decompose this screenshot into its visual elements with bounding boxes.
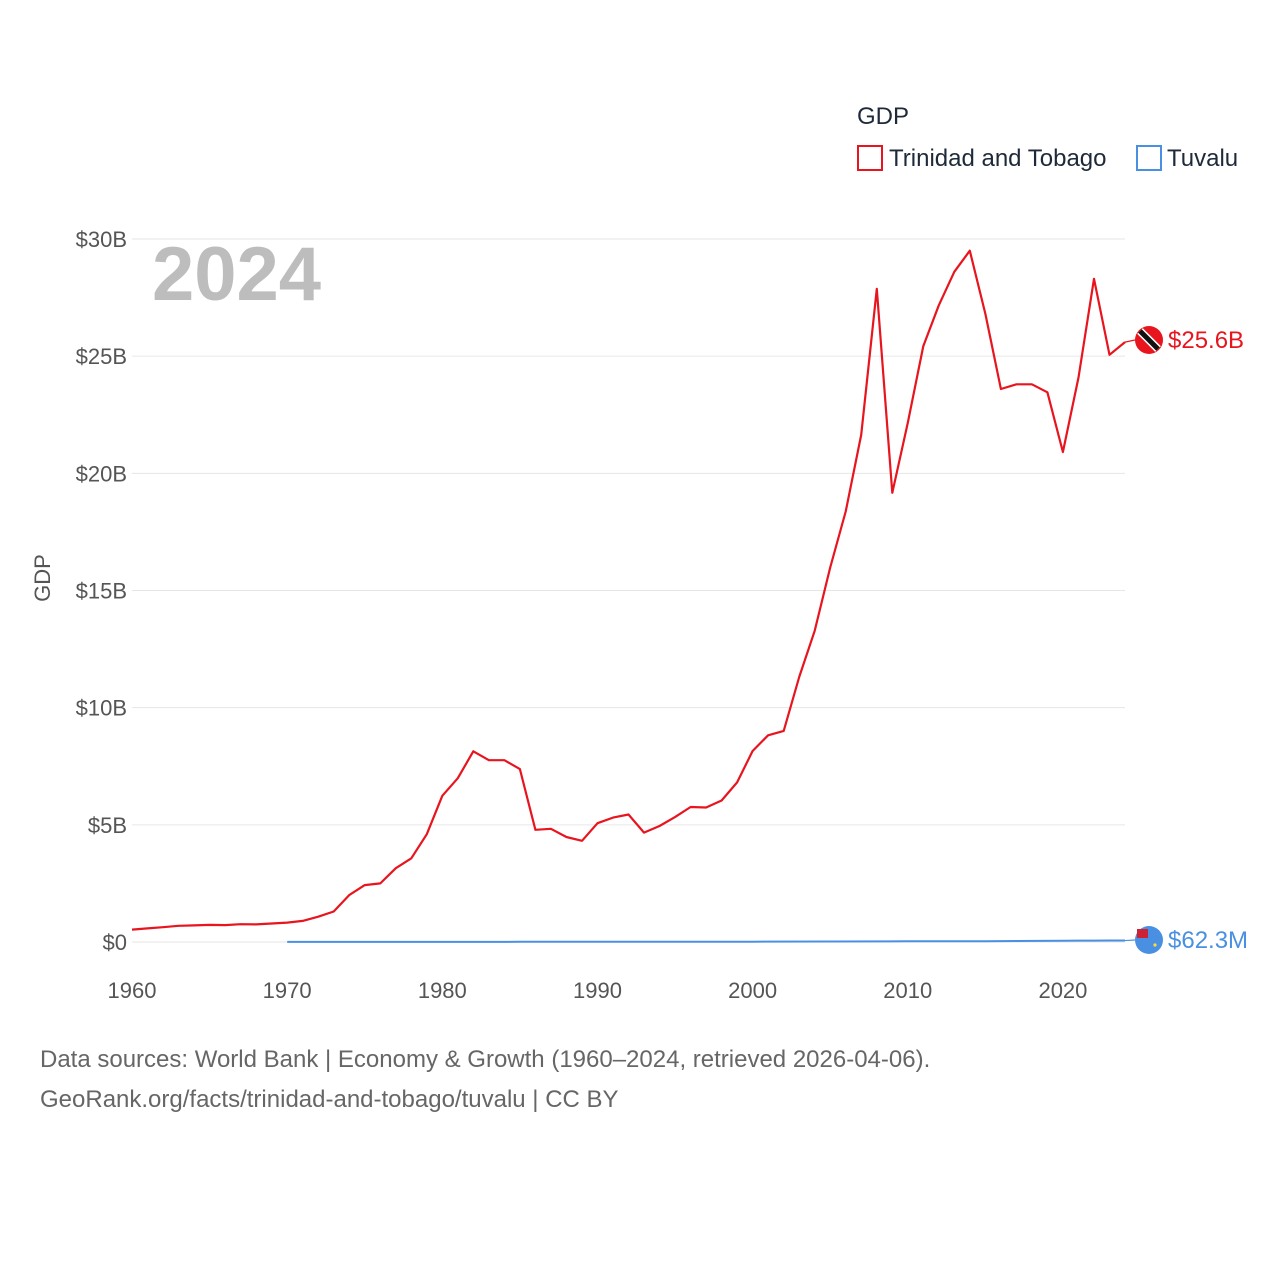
source-line-data: Data sources: World Bank | Economy & Gro… bbox=[40, 1046, 931, 1073]
x-tick-label: 2010 bbox=[883, 978, 932, 1003]
legend-label-trinidad-and-tobago: Trinidad and Tobago bbox=[889, 145, 1107, 172]
end-markers: $25.6B $62.3M bbox=[1124, 326, 1248, 954]
flag-union-canton bbox=[1137, 929, 1148, 938]
y-axis-ticks: $0 $5B $10B $15B $20B $25B $30B bbox=[76, 227, 127, 955]
legend-swatch-trinidad-and-tobago bbox=[857, 145, 883, 171]
legend-title: GDP bbox=[857, 103, 909, 130]
gdp-line-chart: $0$5B$10B$15B$20B$25B$30B 1960 1970 1980 19… bbox=[30, 103, 1248, 1003]
end-value-label-trinidad-and-tobago: $25.6B bbox=[1168, 327, 1244, 354]
marker-connector-trinidad-and-tobago bbox=[1124, 339, 1136, 343]
x-axis-ticks: 1960 1970 1980 1990 2000 2010 2020 bbox=[108, 978, 1088, 1003]
marker-connector-tuvalu bbox=[1124, 939, 1136, 942]
gridlines bbox=[132, 238, 1125, 943]
legend[interactable]: GDP Trinidad and Tobago Tuvalu bbox=[857, 103, 1238, 172]
source-note: Data sources: World Bank | Economy & Gro… bbox=[40, 1040, 930, 1120]
flag-stripe-black bbox=[1138, 329, 1160, 351]
y-tick-label: $0 bbox=[103, 930, 127, 955]
x-tick-label: 1970 bbox=[263, 978, 312, 1003]
end-value-label-tuvalu: $62.3M bbox=[1168, 927, 1248, 954]
x-tick-label: 1980 bbox=[418, 978, 467, 1003]
legend-swatch-tuvalu bbox=[1136, 145, 1162, 171]
x-tick-label: 1960 bbox=[108, 978, 157, 1003]
y-tick-label: $20B bbox=[76, 461, 127, 486]
series-line-trinidad-and-tobago bbox=[131, 249, 1126, 931]
y-tick-label: $25B bbox=[76, 344, 127, 369]
y-tick-label: $30B bbox=[76, 227, 127, 252]
x-tick-label: 1990 bbox=[573, 978, 622, 1003]
year-label: 2024 bbox=[152, 232, 321, 317]
y-tick-label: $10B bbox=[76, 696, 127, 721]
legend-item-tuvalu[interactable]: Tuvalu bbox=[1136, 145, 1238, 172]
y-axis-title: GDP bbox=[30, 554, 55, 602]
x-tick-label: 2000 bbox=[728, 978, 777, 1003]
legend-label-tuvalu: Tuvalu bbox=[1167, 145, 1238, 172]
flag-star bbox=[1153, 943, 1157, 947]
series-line-tuvalu bbox=[287, 939, 1125, 943]
series-lines bbox=[131, 249, 1126, 943]
y-tick-label: $5B bbox=[88, 813, 127, 838]
source-line-url[interactable]: GeoRank.org/facts/trinidad-and-tobago/tu… bbox=[40, 1086, 619, 1113]
legend-item-trinidad-and-tobago[interactable]: Trinidad and Tobago bbox=[857, 145, 1107, 172]
y-tick-label: $15B bbox=[76, 579, 127, 604]
x-tick-label: 2020 bbox=[1038, 978, 1087, 1003]
